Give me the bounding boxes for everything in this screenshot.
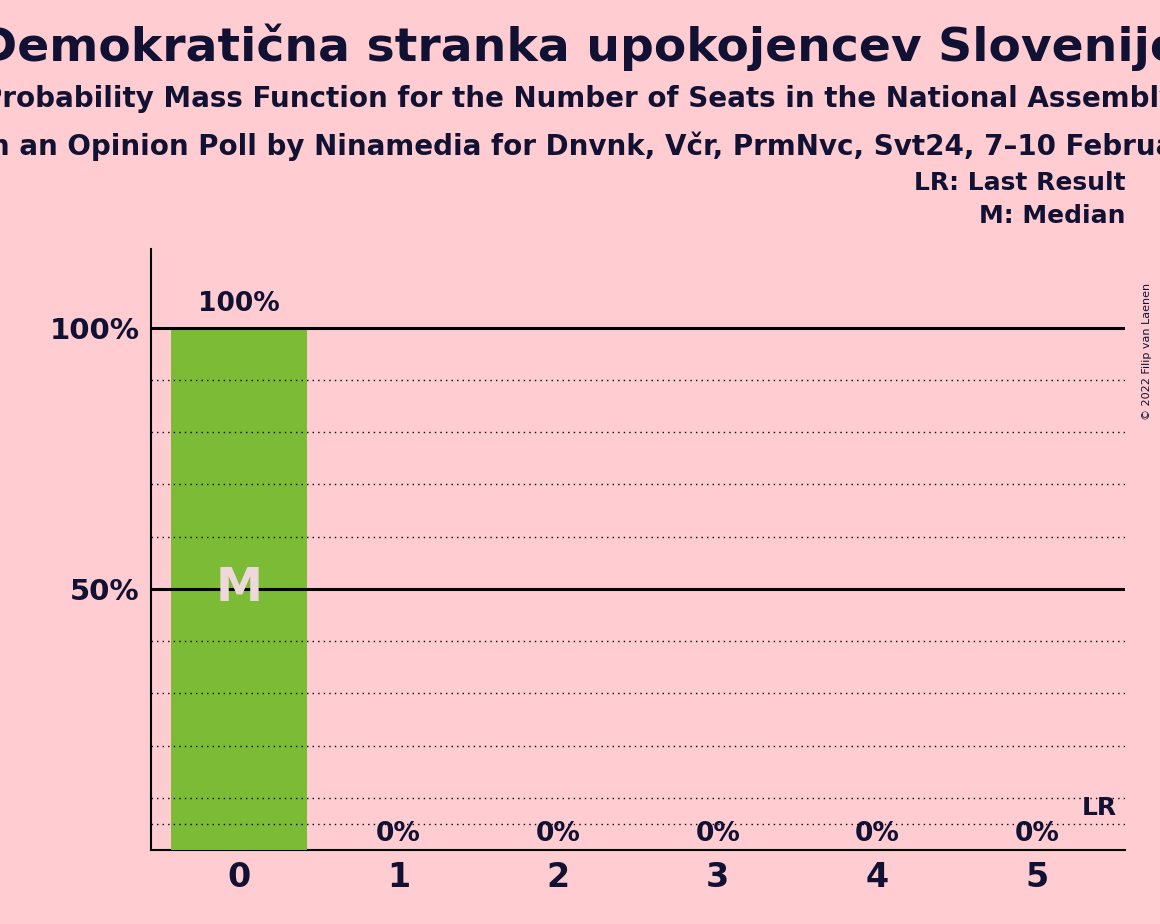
Text: 0%: 0% bbox=[855, 821, 900, 847]
Text: M: Median: M: Median bbox=[979, 204, 1125, 228]
Text: 0%: 0% bbox=[376, 821, 421, 847]
Text: Probability Mass Function for the Number of Seats in the National Assembly: Probability Mass Function for the Number… bbox=[0, 85, 1160, 113]
Bar bbox=[171, 328, 306, 850]
Text: LR: LR bbox=[1082, 796, 1117, 820]
Text: © 2022 Filip van Laenen: © 2022 Filip van Laenen bbox=[1141, 283, 1152, 419]
Text: LR: Last Result: LR: Last Result bbox=[914, 172, 1125, 195]
Text: 0%: 0% bbox=[536, 821, 580, 847]
Text: 0%: 0% bbox=[1015, 821, 1060, 847]
Text: 0%: 0% bbox=[696, 821, 740, 847]
Text: 100%: 100% bbox=[198, 291, 280, 317]
Text: Demokratična stranka upokojencev Slovenije: Demokratična stranka upokojencev Sloveni… bbox=[0, 23, 1160, 70]
Text: M: M bbox=[215, 566, 262, 612]
Text: Based on an Opinion Poll by Ninamedia for Dnvnk, Včr, PrmNvc, Svt24, 7–10 Februa: Based on an Opinion Poll by Ninamedia fo… bbox=[0, 131, 1160, 161]
